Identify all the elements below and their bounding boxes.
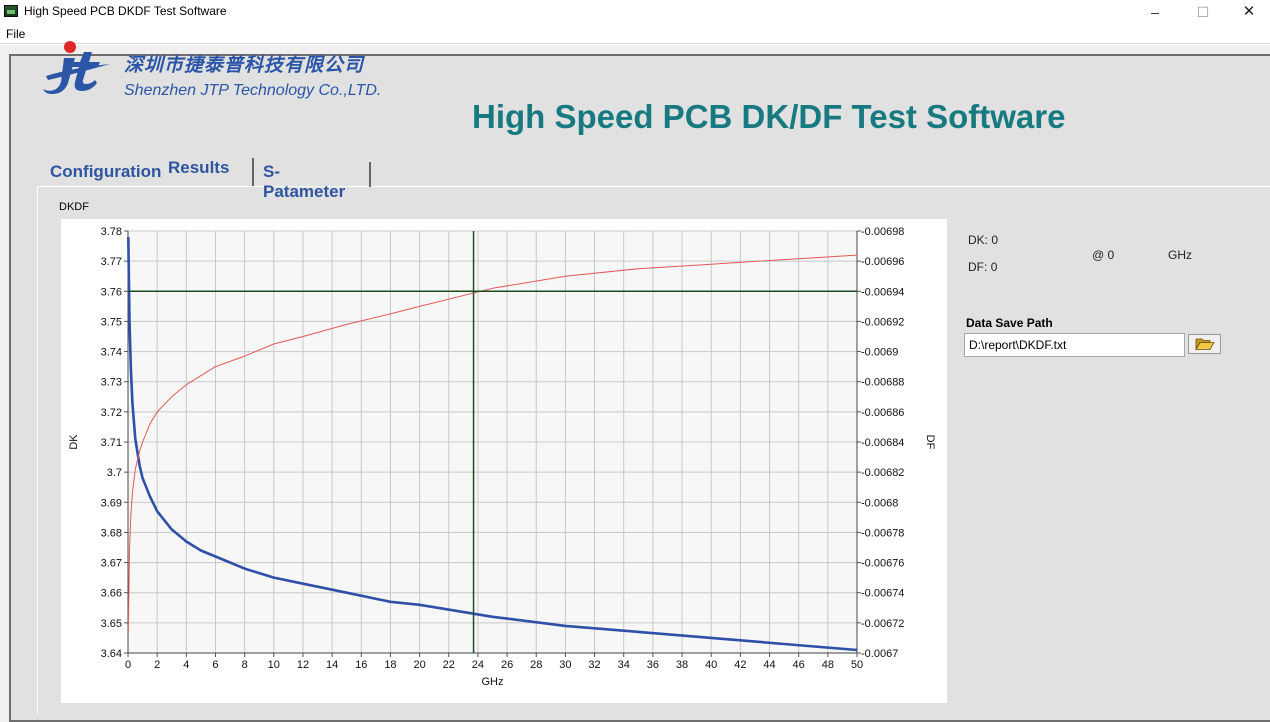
y-tick-label: 3.64 [101,648,122,660]
x-tick-label: 16 [355,659,367,671]
x-tick-label: 34 [618,659,630,671]
y-tick-label: 3.76 [101,286,122,298]
y2-tick-label: -0.00694 [861,286,904,298]
company-name-en: Shenzhen JTP Technology Co.,LTD. [124,82,382,99]
y-tick-label: 3.72 [101,407,122,419]
x-tick-label: 6 [212,659,218,671]
company-name-cn: 深圳市捷泰普科技有限公司 [124,55,365,76]
dk-label: DK: [968,233,989,247]
x-tick-label: 18 [384,659,396,671]
x-tick-label: 44 [763,659,775,671]
dkdf-chart: 0 2 4 6 8 10 12 14 16 18 20 22 24 26 28 30 32 34 36 38 40 42 4… [68,226,936,688]
x-tick-label: 38 [676,659,688,671]
x-tick-label: 42 [734,659,746,671]
y2-tick-label: -0.00688 [861,377,904,389]
browse-button[interactable] [1188,334,1221,354]
frequency-readout: @ 0 [1092,248,1114,262]
x-tick-label: 2 [154,659,160,671]
maximize-button[interactable]: ☐ [1196,4,1210,20]
x-tick-label: 50 [851,659,863,671]
frequency-unit: GHz [1168,248,1192,262]
x-tick-label: 48 [822,659,834,671]
app-icon [4,5,18,17]
series-line-df [127,254,858,632]
x-tick-label: 32 [588,659,600,671]
y2-tick-label: -0.00696 [861,256,904,268]
df-readout: DF: 0 [968,260,997,274]
tab-results[interactable]: Results [168,154,230,186]
x-tick-label: 28 [530,659,542,671]
jt-logo-icon [43,41,110,94]
y2-tick-label: -0.00684 [861,437,904,449]
x-axis-label: GHz [482,676,504,688]
minimize-button[interactable]: – [1151,4,1159,20]
close-button[interactable]: ✕ [1242,3,1256,20]
x-tick-label: 0 [125,659,131,671]
window-title: High Speed PCB DKDF Test Software [24,4,227,18]
y2-tick-label: -0.00686 [861,407,904,419]
x-tick-label: 36 [647,659,659,671]
dkdf-graph[interactable]: 0 2 4 6 8 10 12 14 16 18 20 22 24 26 28 30 32 34 36 38 40 42 4… [61,219,947,703]
y2-tick-label: -0.00674 [861,588,904,600]
y-tick-label: 3.65 [101,618,122,630]
tab-configuration[interactable]: Configuration [50,162,162,181]
x-tick-label: 10 [268,659,280,671]
dk-readout: DK: 0 [968,233,998,247]
x-tick-label: 40 [705,659,717,671]
y2-tick-label: -0.00682 [861,467,904,479]
y2-tick-label: -0.00692 [861,316,904,328]
x-tick-label: 20 [413,659,425,671]
y2-tick-label: -0.0068 [861,497,898,509]
x-tick-label: 30 [559,659,571,671]
x-tick-label: 22 [443,659,455,671]
y-tick-label: 3.77 [101,256,122,268]
y2-tick-label: -0.00698 [861,226,904,238]
y-tick-label: 3.75 [101,316,122,328]
app-title: High Speed PCB DK/DF Test Software [472,98,1066,135]
y2-tick-label: -0.00672 [861,618,904,630]
x-tick-label: 14 [326,659,338,671]
y-tick-label: 3.67 [101,558,122,570]
x-tick-label: 12 [297,659,309,671]
x-tick-label: 4 [183,659,189,671]
y2-tick-label: -0.0067 [861,648,898,660]
y-tick-label: 3.78 [101,226,122,238]
y-tick-label: 3.68 [101,527,122,539]
folder-open-icon [1194,338,1215,351]
x-tick-label: 8 [242,659,248,671]
x-tick-label: 24 [472,659,484,671]
y-tick-label: 3.69 [101,497,122,509]
save-path-label: Data Save Path [966,316,1053,330]
title-bar: High Speed PCB DKDF Test Software – ☐ ✕ [0,0,1270,24]
save-path-input[interactable] [964,333,1185,357]
y-tick-label: 3.71 [101,437,122,449]
y-tick-label: 3.73 [101,377,122,389]
y-axis-label: DK [68,434,80,450]
y2-tick-label: -0.00678 [861,527,904,539]
y-tick-label: 3.66 [101,588,122,600]
tab-divider [369,162,371,187]
df-value: 0 [990,260,998,274]
y2-axis-label: DF [924,435,936,450]
y-tick-label: 3.7 [107,467,122,479]
frequency-value: 0 [1107,248,1115,262]
menu-file[interactable]: File [6,27,26,41]
tab-s-parameter[interactable]: S-Patameter [252,158,345,201]
dk-value: 0 [991,233,999,247]
x-tick-label: 26 [501,659,513,671]
y-tick-label: 3.74 [101,347,122,359]
x-tick-label: 46 [793,659,805,671]
df-label: DF: [968,260,988,274]
y2-tick-label: -0.0069 [861,347,898,359]
menu-bar: File [0,24,1270,44]
graph-caption: DKDF [59,201,89,213]
series-line-dk [127,236,858,652]
at-label: @ [1092,248,1105,262]
y2-tick-label: -0.00676 [861,558,904,570]
